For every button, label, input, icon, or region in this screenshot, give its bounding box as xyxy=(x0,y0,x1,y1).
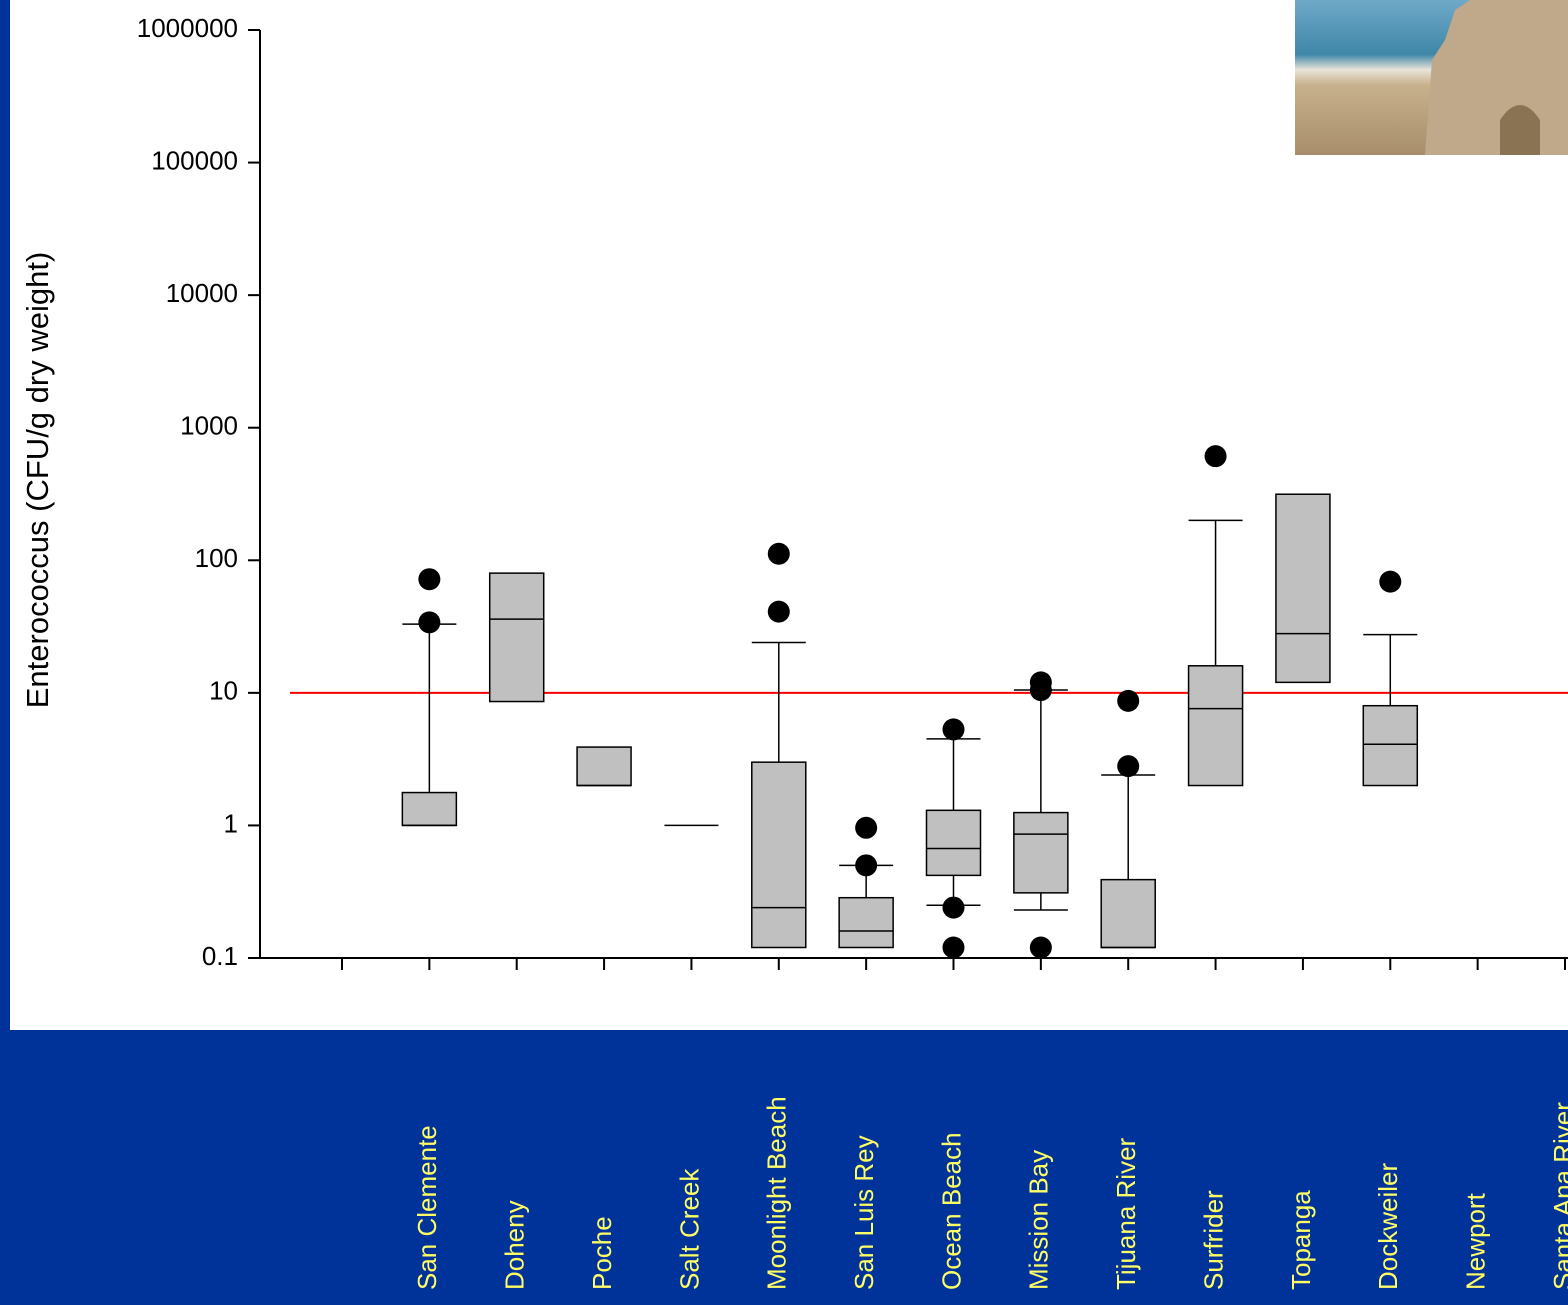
box xyxy=(1013,811,1069,894)
box xyxy=(401,791,458,827)
x-tick-label: San Luis Rey xyxy=(849,1135,879,1290)
x-tick-label: Santa Ana River xyxy=(1548,1102,1568,1290)
y-tick-label: 1000000 xyxy=(137,13,238,43)
y-tick-label: 0.1 xyxy=(202,941,238,971)
box xyxy=(1275,493,1331,684)
outlier xyxy=(1204,445,1227,468)
box-group xyxy=(1013,671,1069,959)
outlier xyxy=(942,896,965,919)
box-group xyxy=(751,542,807,949)
photo xyxy=(1295,0,1568,155)
box xyxy=(1100,878,1156,949)
x-tick-label: Mission Bay xyxy=(1024,1150,1054,1290)
outlier xyxy=(855,854,878,877)
box xyxy=(925,809,982,877)
y-tick-label: 10 xyxy=(209,676,238,706)
box xyxy=(488,572,545,703)
x-tick-label: Newport xyxy=(1461,1192,1491,1290)
box xyxy=(1187,665,1244,787)
outlier xyxy=(1379,570,1402,593)
sandcastle-arch xyxy=(1500,105,1540,155)
y-tick-label: 1 xyxy=(224,808,238,838)
box-group xyxy=(488,572,545,703)
outlier xyxy=(1117,689,1140,712)
box xyxy=(751,761,807,949)
box-group xyxy=(401,568,458,827)
x-tick-label: Doheny xyxy=(500,1200,530,1290)
outlier xyxy=(418,568,441,591)
outlier xyxy=(1117,755,1140,778)
box xyxy=(576,746,632,787)
y-tick-label: 100 xyxy=(195,543,238,573)
box-group xyxy=(1362,570,1419,787)
box-group xyxy=(1187,445,1244,787)
y-axis-label: Enterococcus (CFU/g dry weight) xyxy=(20,252,55,709)
x-tick-label: Dockweiler xyxy=(1373,1163,1403,1290)
outlier xyxy=(767,600,790,623)
x-tick-label: Moonlight Beach xyxy=(762,1096,792,1290)
outlier xyxy=(1029,679,1052,702)
x-tick-label: Topanga xyxy=(1286,1190,1316,1290)
box xyxy=(1362,704,1419,787)
x-tick-label: Poche xyxy=(587,1216,617,1290)
outlier xyxy=(1029,936,1052,959)
box-group xyxy=(576,746,632,787)
box-group xyxy=(838,816,894,949)
x-tick-label: Surfrider xyxy=(1198,1190,1228,1290)
box-group xyxy=(925,718,982,959)
box xyxy=(838,896,894,949)
outlier xyxy=(942,936,965,959)
x-tick-label: Ocean Beach xyxy=(936,1132,966,1290)
box-group xyxy=(1100,689,1156,949)
outlier xyxy=(855,816,878,839)
y-tick-label: 10000 xyxy=(166,278,238,308)
outlier xyxy=(767,542,790,565)
x-tick-label: San Clemente xyxy=(412,1125,442,1290)
outlier xyxy=(418,611,441,634)
box-group xyxy=(1275,493,1331,684)
outlier xyxy=(942,718,965,741)
x-tick-label: Salt Creek xyxy=(674,1168,704,1290)
x-tick-label: Tijuana River xyxy=(1111,1137,1141,1290)
y-tick-label: 1000 xyxy=(180,411,238,441)
y-tick-label: 100000 xyxy=(151,145,238,175)
